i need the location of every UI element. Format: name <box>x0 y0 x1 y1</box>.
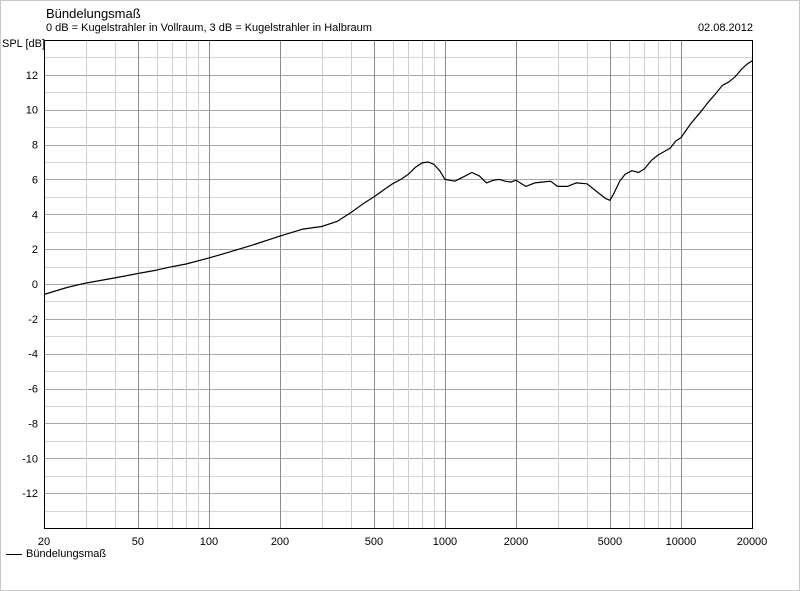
y-axis-label: SPL [dB] <box>2 38 46 50</box>
legend-label: Bündelungsmaß <box>26 548 107 560</box>
chart-title: Bündelungsmaß <box>46 6 141 21</box>
chart-date: 02.08.2012 <box>697 22 753 34</box>
x-tick-label: 500 <box>365 536 383 548</box>
y-tick-label: -2 <box>28 314 38 326</box>
y-tick-label: 4 <box>32 209 38 221</box>
x-tick-label: 1000 <box>433 536 457 548</box>
y-tick-label: -4 <box>28 349 38 361</box>
y-tick-label: 12 <box>26 70 38 82</box>
series-layer <box>43 60 753 296</box>
legend: Bündelungsmaß <box>6 548 106 560</box>
y-tick-label: -12 <box>22 488 38 500</box>
y-tick-label: -6 <box>28 384 38 396</box>
x-tick-label: 2000 <box>504 536 528 548</box>
chart-subtitle: 0 dB = Kugelstrahler in Vollraum, 3 dB =… <box>46 22 372 34</box>
plot-border <box>44 40 753 529</box>
grid <box>44 40 753 529</box>
y-tick-label: 2 <box>32 244 38 256</box>
series-line-buendelungsmass <box>43 60 753 296</box>
x-tick-label: 20000 <box>737 536 768 548</box>
y-tick-label: -8 <box>28 418 38 430</box>
legend-line-swatch <box>6 553 22 555</box>
x-tick-label: 50 <box>132 536 144 548</box>
y-tick-label: -10 <box>22 453 38 465</box>
x-tick-label: 200 <box>271 536 289 548</box>
x-tick-label: 5000 <box>598 536 622 548</box>
y-tick-label: 10 <box>26 105 38 117</box>
y-tick-label: 8 <box>32 140 38 152</box>
y-tick-label: 0 <box>32 279 38 291</box>
x-tick-label: 10000 <box>666 536 697 548</box>
y-tick-label: 6 <box>32 174 38 186</box>
x-tick-label: 100 <box>200 536 218 548</box>
x-tick-label: 20 <box>38 536 50 548</box>
